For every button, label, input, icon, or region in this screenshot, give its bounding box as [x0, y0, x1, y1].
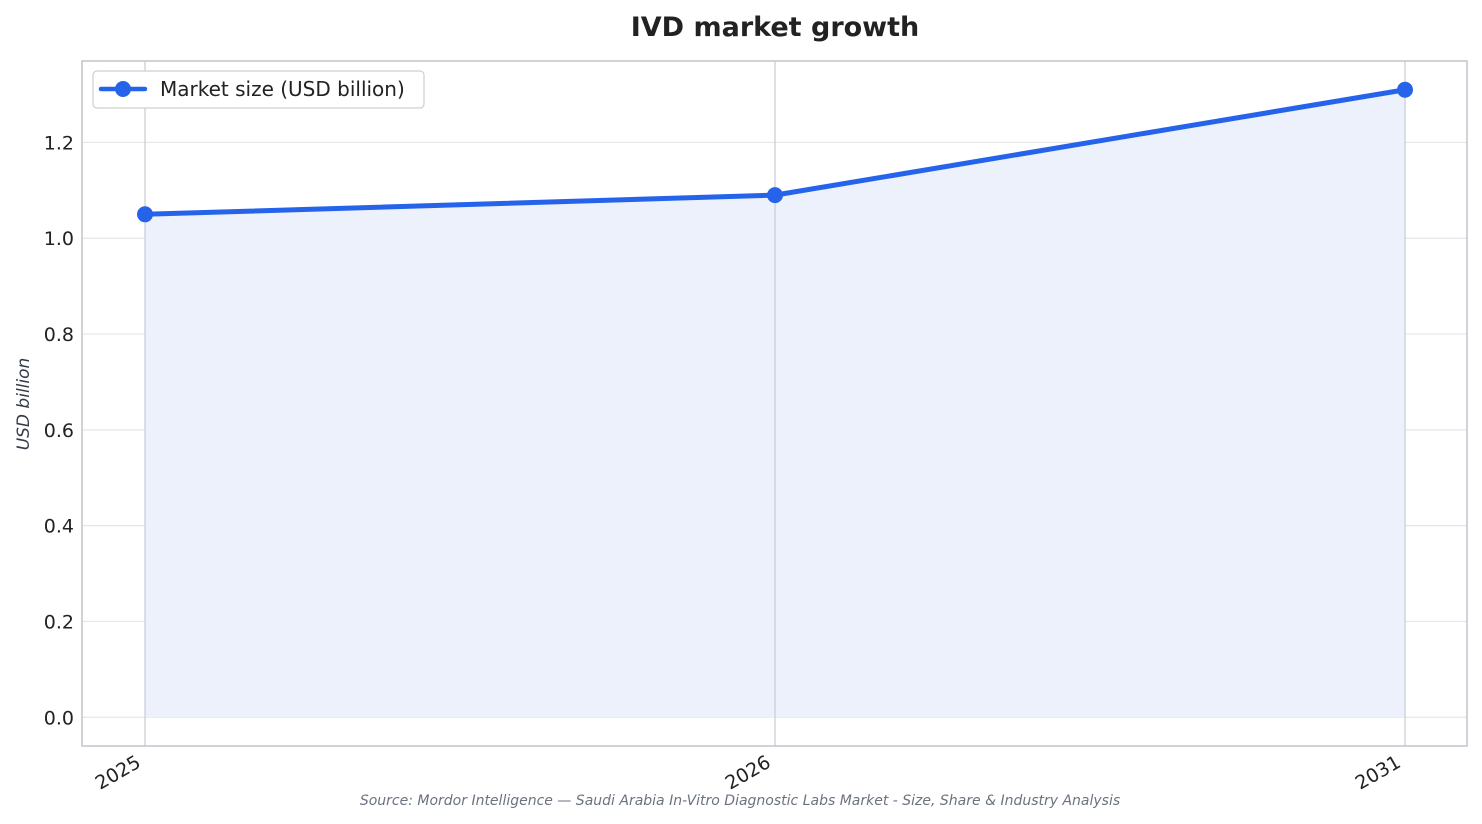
x-tick-label: 2031 [1352, 751, 1405, 794]
data-point [137, 206, 153, 223]
y-tick-label: 0.8 [44, 324, 74, 346]
data-point [767, 187, 783, 204]
source-note: Source: Mordor Intelligence — Saudi Arab… [360, 793, 1120, 809]
y-axis-label: USD billion [14, 358, 34, 451]
plot-frame [81, 60, 1468, 747]
y-tick-labels: 0.0 0.2 0.4 0.6 0.8 1.0 1.2 [44, 132, 74, 729]
y-tick-label: 0.0 [44, 707, 74, 729]
y-tick-label: 0.4 [44, 516, 74, 538]
legend-marker [115, 81, 131, 97]
y-tick-label: 0.6 [44, 420, 74, 442]
x-tick-label: 2026 [722, 751, 775, 794]
y-tick-label: 1.2 [44, 132, 74, 154]
x-tick-labels: 2025 2026 2031 [92, 751, 1405, 794]
legend-series-label: Market size (USD billion) [160, 77, 405, 101]
series-layer [137, 81, 1413, 223]
legend: Market size (USD billion) [92, 70, 425, 109]
data-point [1397, 81, 1413, 98]
y-tick-label: 1.0 [44, 228, 74, 250]
chart-title: IVD market growth [631, 12, 920, 43]
vertical-lines [144, 61, 1406, 746]
y-tick-label: 0.2 [44, 611, 74, 633]
x-tick-label: 2025 [92, 751, 145, 794]
legend-box [92, 70, 425, 109]
